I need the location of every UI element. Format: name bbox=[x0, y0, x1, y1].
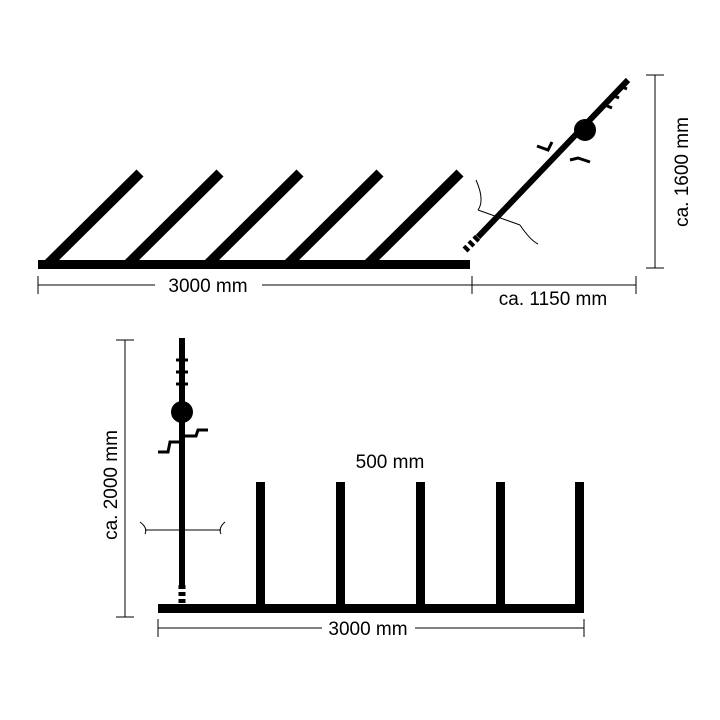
angled-rack bbox=[38, 169, 470, 269]
angled-bike bbox=[462, 77, 631, 253]
holder bbox=[496, 482, 505, 606]
dimension-lines bbox=[116, 339, 585, 637]
dimension-label: ca. 1600 mm bbox=[672, 117, 693, 227]
bike-handlebar bbox=[475, 179, 539, 245]
dimension-label: 3000 mm bbox=[168, 276, 247, 297]
bike-detail bbox=[176, 358, 188, 386]
dimension-lines bbox=[37, 74, 664, 294]
holder bbox=[364, 169, 464, 268]
base-bar bbox=[38, 260, 470, 269]
dimension-label: 500 mm bbox=[356, 452, 425, 473]
dimension-label: ca. 2000 mm bbox=[101, 430, 122, 540]
upright-bike bbox=[139, 338, 226, 604]
holder bbox=[575, 482, 584, 606]
dimension-label: ca. 1150 mm bbox=[499, 289, 607, 310]
holder bbox=[256, 482, 265, 606]
bike-wheel bbox=[462, 234, 481, 253]
bike-handlebar bbox=[139, 521, 226, 535]
holder bbox=[284, 169, 384, 268]
holder bbox=[124, 169, 224, 268]
holder bbox=[416, 482, 425, 606]
bike-saddle bbox=[171, 401, 193, 423]
holder bbox=[44, 169, 144, 268]
holder bbox=[336, 482, 345, 606]
bike-pedal bbox=[536, 141, 591, 164]
bike-frame bbox=[475, 77, 631, 240]
holder bbox=[204, 169, 304, 268]
bike-saddle bbox=[574, 119, 596, 141]
base-bar bbox=[158, 604, 584, 613]
dimension-label: 3000 mm bbox=[328, 619, 407, 640]
bike-pedal bbox=[158, 428, 208, 454]
bike-detail bbox=[604, 84, 628, 110]
upright-rack bbox=[158, 482, 584, 613]
